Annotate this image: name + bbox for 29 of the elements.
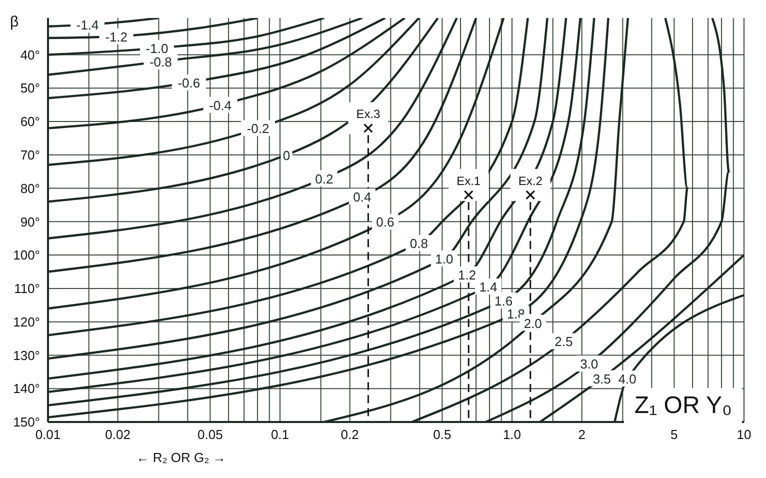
x-tick-label: 10	[736, 427, 752, 442]
y-axis-title: β	[10, 14, 19, 31]
x-tick-label: 0.01	[35, 427, 61, 442]
x-tick-label: 0.02	[105, 427, 130, 442]
y-tick-label: 140°	[13, 381, 40, 396]
x-tick-label: 2	[578, 427, 586, 442]
y-tick-label: 110°	[14, 281, 40, 296]
y-tick-label: 150°	[13, 414, 40, 430]
series-label: Ex.2	[518, 174, 543, 188]
series-label: Ex.1	[456, 174, 481, 188]
annotation: Z₁ OR Y₀	[624, 388, 742, 424]
series-label: Ex.3	[356, 107, 381, 122]
y-tick-label: 90°	[20, 214, 40, 230]
x-tick-label: 0.5	[433, 427, 452, 442]
y-tick-label: 120°	[13, 314, 40, 330]
y-tick-label: 50°	[20, 80, 40, 96]
x-tick-label: 5	[670, 427, 678, 442]
y-tick-label: 60°	[20, 114, 40, 130]
y-tick-label: 130°	[13, 348, 40, 363]
y-tick-label: 70°	[20, 148, 40, 163]
y-tick-label: 80°	[20, 180, 40, 196]
x-tick-label: 0.1	[270, 427, 290, 442]
x-tick-label: 1.0	[502, 427, 522, 442]
y-tick-label: 100°	[13, 248, 40, 263]
series-label: 0	[282, 148, 290, 163]
x-tick-label: 0.2	[340, 427, 359, 442]
x-tick-label: 0.05	[198, 427, 223, 442]
x-axis-title: ← R₂ OR G₂ →	[136, 450, 226, 465]
y-tick-label: 40°	[20, 47, 40, 62]
